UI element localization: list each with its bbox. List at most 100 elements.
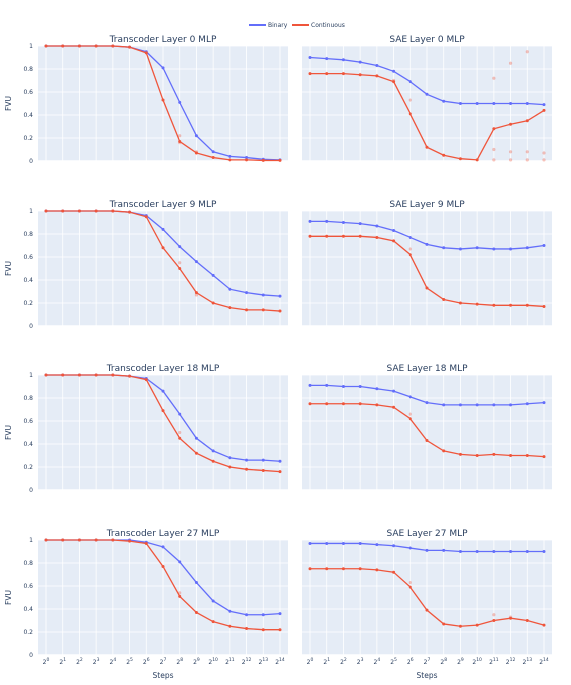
legend[interactable]: Binary Continuous <box>249 22 345 29</box>
scatter-point <box>492 76 496 80</box>
scatter-point <box>408 580 412 585</box>
data-point-binary <box>325 541 329 545</box>
data-point-continuous <box>408 253 412 257</box>
data-point-continuous <box>308 234 312 238</box>
data-point-binary <box>408 395 412 399</box>
data-point-continuous <box>161 246 165 250</box>
data-point-continuous <box>425 439 429 443</box>
data-point-continuous <box>261 468 265 472</box>
y-tick-label: 0.6 <box>23 89 33 96</box>
data-point-continuous <box>111 373 115 377</box>
data-point-continuous <box>77 44 81 48</box>
data-point-continuous <box>308 402 312 406</box>
x-tick-label: 28 <box>440 657 447 666</box>
data-point-binary <box>492 102 496 105</box>
data-point-continuous <box>425 286 429 290</box>
data-point-binary <box>392 544 396 548</box>
data-point-continuous <box>161 564 165 568</box>
y-tick-label: 0.2 <box>23 629 33 636</box>
data-point-continuous <box>392 405 396 409</box>
data-point-continuous <box>178 267 182 270</box>
data-point-binary <box>194 260 198 264</box>
data-point-continuous <box>44 44 48 48</box>
data-point-continuous <box>375 74 379 78</box>
data-point-continuous <box>228 465 232 469</box>
data-point-continuous <box>245 158 249 162</box>
x-tick-label: 21 <box>323 657 330 666</box>
y-tick-label: 1 <box>29 43 33 50</box>
data-point-continuous <box>211 459 215 463</box>
data-point-continuous <box>325 234 329 238</box>
data-point-continuous <box>111 538 115 542</box>
data-point-binary <box>178 412 182 416</box>
data-point-binary <box>458 102 462 105</box>
data-point-binary <box>178 245 182 249</box>
data-point-continuous <box>542 455 546 459</box>
data-point-continuous <box>128 45 132 49</box>
data-point-continuous <box>194 451 198 455</box>
data-point-continuous <box>542 304 546 308</box>
data-point-binary <box>358 222 362 226</box>
data-point-binary <box>458 247 462 251</box>
data-point-continuous <box>492 127 496 131</box>
scatter-point <box>508 158 513 162</box>
data-point-continuous <box>358 567 362 571</box>
data-point-binary <box>525 550 529 553</box>
data-point-continuous <box>261 308 265 312</box>
data-point-binary <box>278 459 282 463</box>
data-point-binary <box>408 80 412 84</box>
data-point-binary <box>392 69 396 73</box>
data-point-binary <box>228 287 232 291</box>
x-tick-label: 211 <box>489 657 499 666</box>
data-point-binary <box>442 403 446 407</box>
data-point-continuous <box>44 373 48 377</box>
data-point-binary <box>442 99 446 103</box>
x-axis-label: Steps <box>417 671 438 680</box>
data-point-continuous <box>111 44 115 48</box>
subplot-4: SAE Layer 9 MLP <box>302 200 552 327</box>
data-point-continuous <box>61 44 65 48</box>
y-tick-label: 0.8 <box>23 560 33 567</box>
data-point-continuous <box>542 623 546 627</box>
data-point-binary <box>178 560 182 564</box>
data-point-continuous <box>161 98 165 102</box>
data-point-binary <box>308 541 312 545</box>
data-point-continuous <box>408 112 412 116</box>
data-point-continuous <box>278 158 282 162</box>
x-tick-label: 29 <box>457 657 464 666</box>
y-axis-label: FVU <box>4 425 13 440</box>
scatter-point <box>492 147 496 152</box>
data-point-binary <box>261 458 265 462</box>
data-point-binary <box>408 235 412 239</box>
data-point-continuous <box>61 373 65 377</box>
data-point-continuous <box>341 72 345 76</box>
data-point-binary <box>261 613 265 617</box>
data-point-binary <box>492 247 496 251</box>
scatter-point <box>492 158 496 162</box>
y-axis-label: FVU <box>4 590 13 605</box>
subplot-title: Transcoder Layer 0 MLP <box>109 35 217 45</box>
y-tick-label: 0.4 <box>23 441 33 448</box>
data-point-binary <box>245 291 249 295</box>
data-point-binary <box>278 612 282 616</box>
data-point-binary <box>542 103 546 107</box>
scatter-point <box>525 150 529 154</box>
data-point-binary <box>475 102 479 105</box>
y-tick-label: 0.2 <box>23 464 33 471</box>
data-point-continuous <box>442 298 446 302</box>
scatter-point <box>178 430 182 435</box>
data-point-binary <box>425 92 429 96</box>
data-point-binary <box>375 64 379 68</box>
data-point-continuous <box>245 467 249 471</box>
data-point-continuous <box>128 539 132 543</box>
scatter-point <box>508 150 513 154</box>
data-point-continuous <box>425 145 429 149</box>
data-point-binary <box>211 449 215 453</box>
x-tick-label: 23 <box>357 657 364 666</box>
data-point-continuous <box>144 378 148 382</box>
data-point-continuous <box>341 234 345 238</box>
data-point-continuous <box>278 628 282 632</box>
y-tick-label: 0.8 <box>23 66 33 73</box>
data-point-continuous <box>475 158 479 162</box>
data-point-binary <box>211 273 215 277</box>
